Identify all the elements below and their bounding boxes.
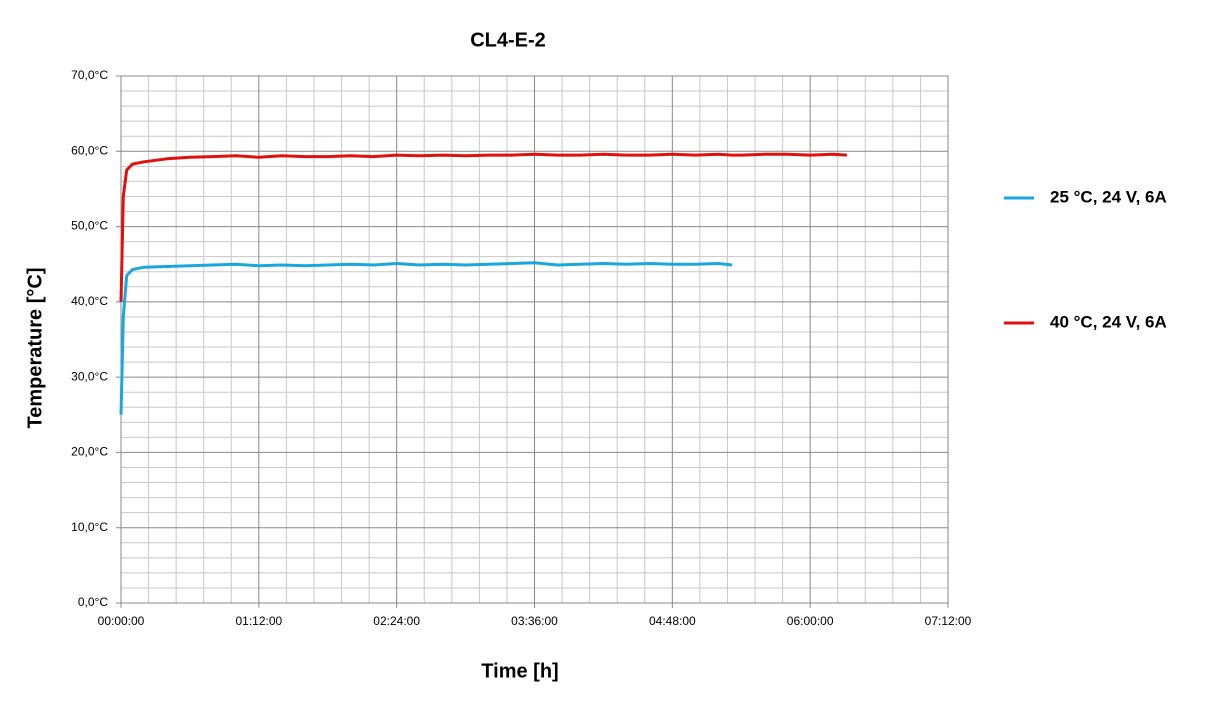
plot-border <box>120 75 949 604</box>
legend-label: 25 °C, 24 V, 6A <box>1050 187 1167 206</box>
y-tick-label: 0,0°C <box>78 595 108 609</box>
line-series <box>119 261 733 415</box>
x-tick-label: 00:00:00 <box>98 614 145 628</box>
x-tick-label: 03:36:00 <box>511 614 558 628</box>
x-axis-title: Time [h] <box>481 660 558 682</box>
y-tick-label: 40,0°C <box>71 294 108 308</box>
y-tick-label: 10,0°C <box>71 520 108 534</box>
line-series <box>119 152 847 302</box>
x-tick-label: 06:00:00 <box>787 614 834 628</box>
y-tick-label: 30,0°C <box>71 369 108 383</box>
y-tick-label: 20,0°C <box>71 445 108 459</box>
y-tick-label: 50,0°C <box>71 219 108 233</box>
legend-label: 40 °C, 24 V, 6A <box>1050 312 1167 331</box>
chart-title: CL4-E-2 <box>470 29 546 51</box>
x-tick-label: 07:12:00 <box>925 614 972 628</box>
x-tick-label: 01:12:00 <box>235 614 282 628</box>
y-axis-title: Temperature [°C] <box>24 268 46 429</box>
y-tick-label: 60,0°C <box>71 143 108 157</box>
x-tick-label: 04:48:00 <box>649 614 696 628</box>
y-tick-label: 70,0°C <box>71 68 108 82</box>
x-tick-label: 02:24:00 <box>373 614 420 628</box>
